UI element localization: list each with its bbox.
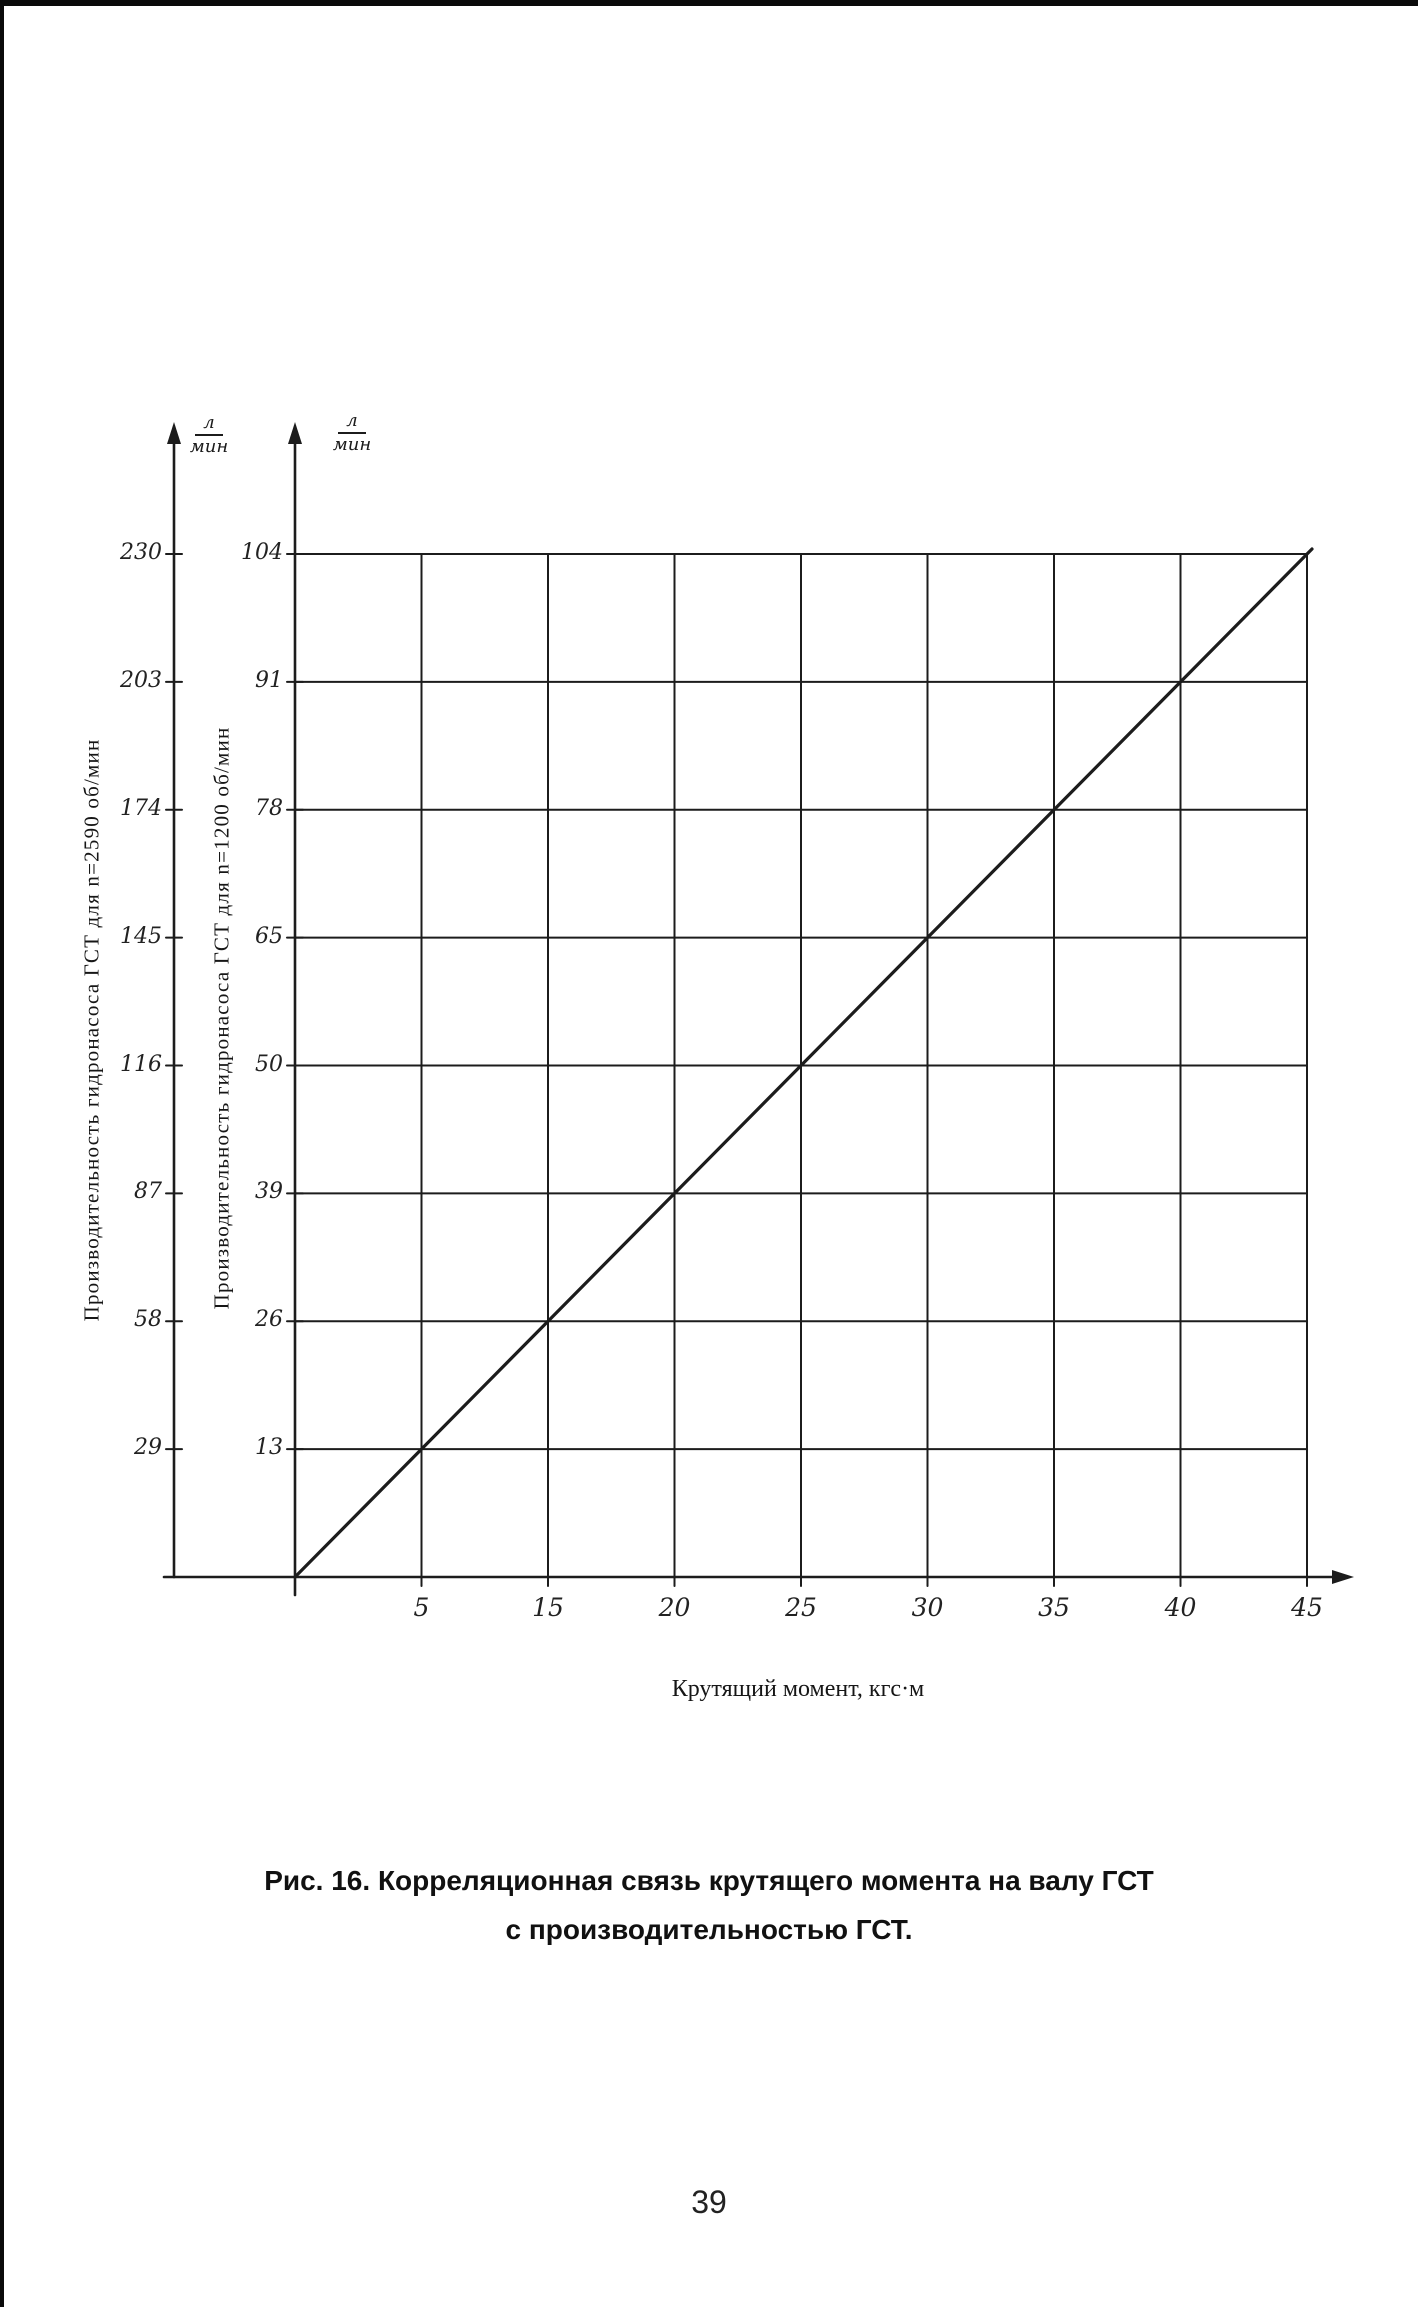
x-axis-arrow-icon xyxy=(1332,1570,1354,1584)
inner-axis-unit-denominator: мин xyxy=(332,434,372,455)
scan-border-top xyxy=(0,0,1418,6)
left-axis-unit-numerator: л xyxy=(195,412,223,436)
figure-caption: Рис. 16. Корреляционная связь крутящего … xyxy=(0,1856,1418,1954)
left-axis-arrow-icon xyxy=(167,422,181,444)
data-line xyxy=(293,547,1314,1579)
caption-line2: с производительностью ГСТ. xyxy=(505,1914,913,1945)
inner-axis-unit: л мин xyxy=(320,410,384,456)
left-axis-unit-denominator: мин xyxy=(189,436,229,457)
inner-axis-arrow-icon xyxy=(288,422,302,444)
left-axis-unit: л мин xyxy=(177,412,241,458)
caption-line1: Рис. 16. Корреляционная связь крутящего … xyxy=(264,1865,1154,1896)
x-axis-label: Крутящий момент, кгс·м xyxy=(671,1676,925,1702)
inner-axis-unit-numerator: л xyxy=(338,410,366,434)
page-number: 39 xyxy=(691,2184,727,2220)
left-axis-title: Производительность гидронасоса ГСТ для n… xyxy=(79,738,104,1322)
inner-axis-title: Производительность гидронасоса ГСТ для n… xyxy=(209,726,234,1310)
scan-border-left xyxy=(0,0,4,2307)
